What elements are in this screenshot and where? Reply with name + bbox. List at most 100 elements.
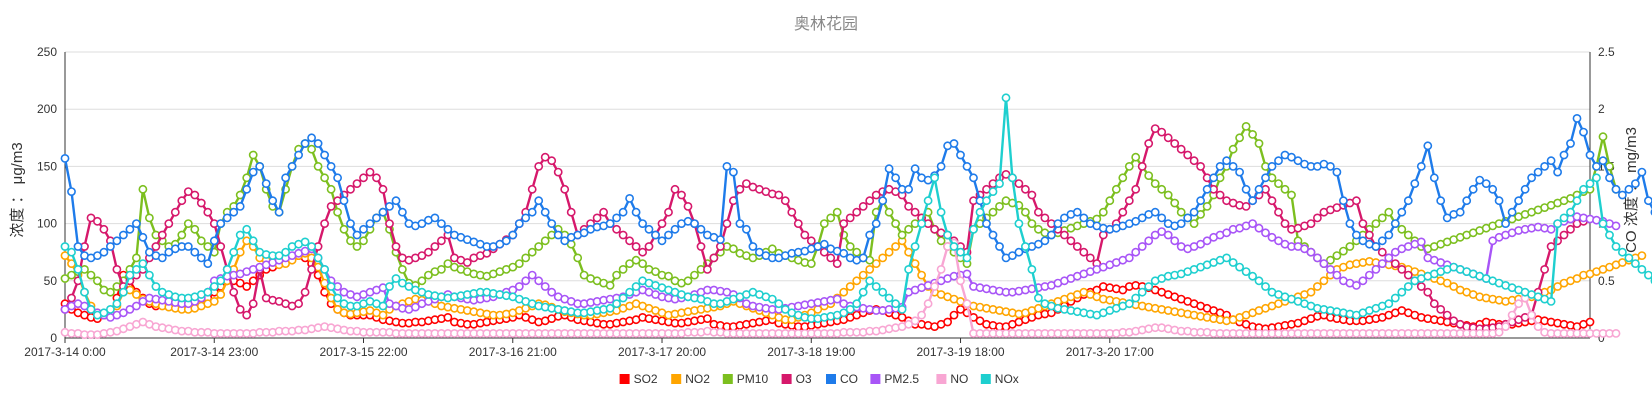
data-point-nox (917, 219, 926, 228)
legend-item-nox[interactable]: NOx (980, 372, 1019, 386)
data-point-pm10 (417, 276, 427, 286)
data-point-o3 (709, 253, 719, 263)
data-point-pm25 (1163, 230, 1173, 240)
legend-item-pm10[interactable]: PM10 (722, 372, 769, 386)
data-point-nox (67, 247, 76, 257)
data-point-pm10 (1111, 184, 1121, 194)
data-point-pm10 (313, 161, 323, 171)
data-point-co (1527, 173, 1536, 183)
data-point-nox (1124, 299, 1134, 309)
data-point-so2 (949, 310, 959, 320)
data-point-no (956, 276, 965, 286)
data-point-pm10 (618, 264, 628, 274)
data-point-co (60, 153, 70, 163)
data-point-pm10 (1248, 129, 1257, 139)
data-point-nox (216, 276, 226, 286)
data-point-nox (982, 196, 991, 206)
data-point-so2 (235, 278, 245, 288)
data-point-pm10 (527, 247, 537, 257)
legend-item-no[interactable]: NO (936, 372, 968, 386)
data-point-co (1481, 179, 1491, 188)
legend-item-no2[interactable]: NO2 (671, 372, 710, 386)
data-point-o3 (1546, 242, 1556, 251)
data-point-o3 (865, 196, 875, 206)
data-point-o3 (1131, 184, 1141, 194)
data-point-co (722, 161, 732, 171)
data-point-nox (943, 230, 952, 240)
data-point-o3 (86, 213, 96, 223)
data-point-pm25 (1157, 227, 1167, 236)
data-point-o3 (346, 184, 355, 194)
data-point-pm10 (443, 259, 453, 268)
data-point-nox (625, 287, 634, 297)
data-point-pm25 (60, 304, 70, 314)
legend-item-so2[interactable]: SO2 (619, 372, 658, 386)
data-point-pm25 (1202, 236, 1212, 246)
data-point-co (1047, 230, 1056, 240)
data-point-o3 (638, 247, 647, 257)
legend-item-o3[interactable]: O3 (781, 372, 812, 386)
legend-item-co[interactable]: CO (826, 372, 858, 386)
data-point-nox (274, 251, 284, 260)
data-point-no2 (891, 242, 900, 251)
data-point-pm10 (845, 242, 855, 251)
data-point-co (300, 139, 310, 148)
data-point-pm25 (1332, 270, 1342, 280)
data-point-pm10 (891, 219, 900, 228)
data-point-pm25 (1267, 232, 1277, 242)
x-tick-label: 2017-3-16 21:00 (469, 345, 557, 359)
data-point-co (1553, 167, 1562, 177)
data-point-co (1533, 167, 1543, 177)
data-point-o3 (1144, 139, 1154, 148)
data-point-no2 (917, 270, 926, 280)
data-point-o3 (1085, 253, 1095, 263)
data-point-co (1274, 156, 1283, 166)
data-point-nox (878, 287, 888, 297)
data-point-co (1183, 213, 1193, 223)
data-point-no2 (1572, 274, 1582, 283)
legend-item-pm25[interactable]: PM2.5 (870, 372, 919, 386)
data-point-co (858, 253, 868, 263)
data-point-co (1384, 230, 1394, 240)
data-point-co (884, 164, 894, 174)
data-point-co (1488, 184, 1498, 194)
data-point-nox (618, 293, 628, 303)
data-point-nox (1637, 264, 1647, 274)
data-point-nox (767, 294, 777, 304)
data-point-o3 (1060, 230, 1069, 240)
data-point-co (1442, 213, 1452, 223)
data-point-nox (242, 224, 252, 234)
data-point-pm25 (80, 301, 89, 311)
legend[interactable]: SO2 NO2 PM10 O3 CO PM2.5 NO NOx (619, 372, 1019, 386)
data-point-nox (780, 304, 790, 314)
data-point-no2 (852, 276, 862, 286)
data-point-co (1040, 236, 1050, 246)
data-point-so2 (248, 276, 258, 286)
data-point-pm10 (625, 259, 634, 268)
series-no (60, 238, 1621, 339)
data-point-pm25 (1196, 239, 1205, 249)
data-point-nox (904, 264, 913, 274)
data-point-co (1228, 161, 1238, 171)
data-point-co (1637, 167, 1647, 177)
data-point-pm10 (106, 287, 115, 297)
data-point-co (106, 242, 115, 251)
data-point-pm10 (1274, 179, 1283, 188)
data-point-nox (1559, 213, 1569, 223)
data-point-pm10 (819, 219, 829, 228)
x-tick-label: 2017-3-14 23:00 (170, 345, 258, 359)
data-point-no2 (1553, 282, 1562, 291)
data-point-o3 (300, 287, 310, 297)
data-point-o3 (1066, 236, 1076, 246)
legend-swatch (671, 374, 682, 384)
data-point-o3 (871, 190, 881, 200)
data-point-pm25 (1261, 228, 1270, 238)
data-point-co (242, 184, 252, 194)
data-point-co (1572, 114, 1582, 123)
data-point-o3 (742, 179, 751, 188)
data-point-nox (1618, 247, 1627, 257)
data-point-pm10 (67, 270, 76, 280)
data-point-o3 (1377, 247, 1387, 257)
data-point-o3 (618, 230, 628, 240)
